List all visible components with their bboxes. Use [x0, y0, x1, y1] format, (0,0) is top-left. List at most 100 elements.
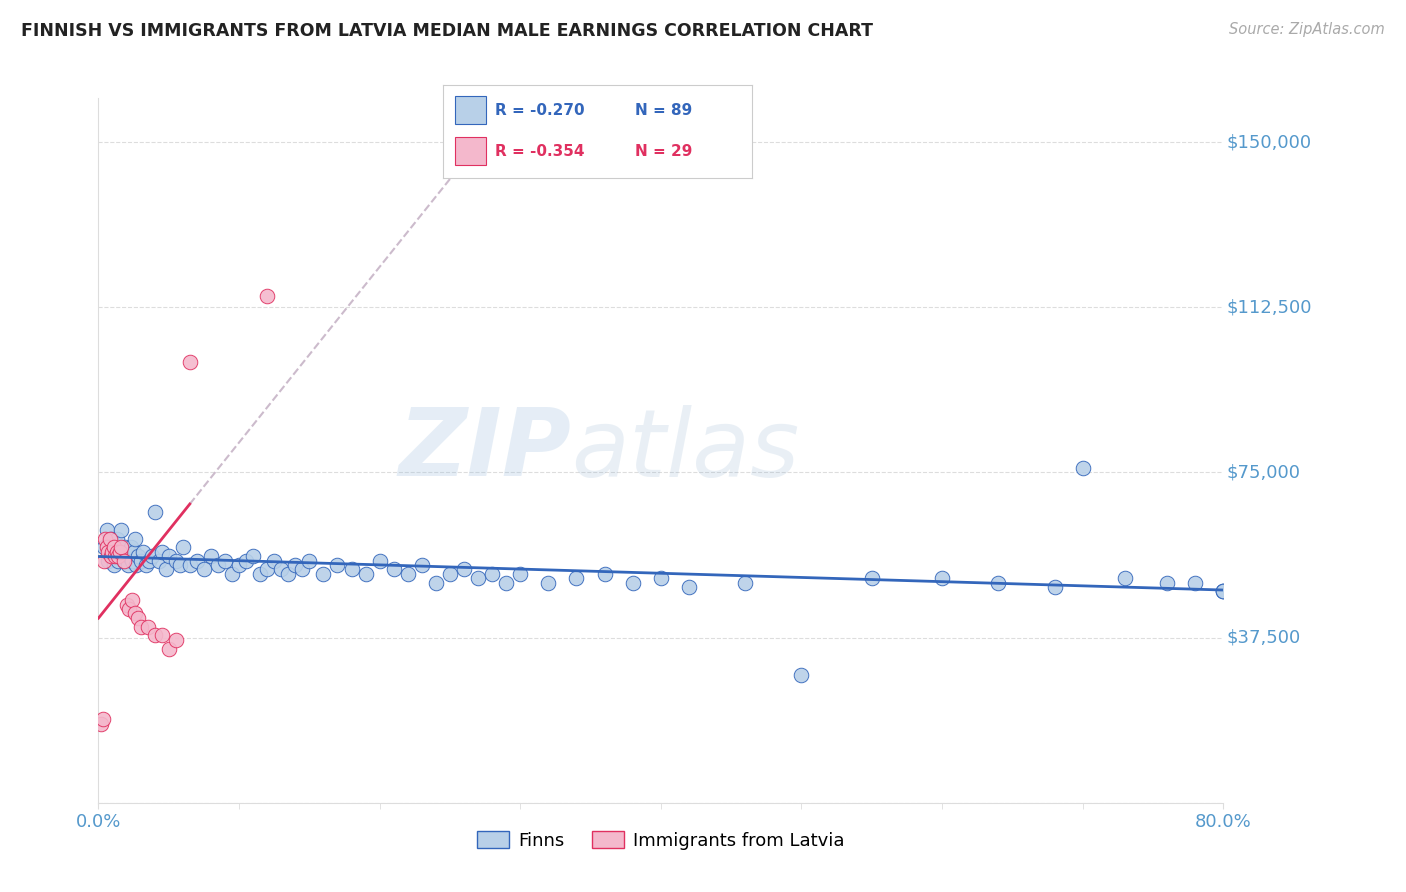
Point — [179, 355, 201, 369]
Point — [425, 575, 447, 590]
Text: $75,000: $75,000 — [1226, 464, 1301, 482]
Point — [312, 566, 335, 581]
Point — [354, 566, 377, 581]
Text: $150,000: $150,000 — [1226, 133, 1312, 151]
Point — [396, 566, 419, 581]
Point — [270, 562, 292, 576]
Point — [453, 562, 475, 576]
Text: N = 29: N = 29 — [634, 144, 692, 159]
Point — [931, 571, 953, 585]
Point — [108, 549, 131, 564]
Point — [221, 566, 243, 581]
Point — [98, 532, 121, 546]
Point — [107, 553, 129, 567]
Point — [340, 562, 363, 576]
Point — [97, 553, 120, 567]
Point — [1114, 571, 1136, 585]
Point — [148, 553, 170, 567]
Point — [105, 545, 128, 559]
Point — [1184, 575, 1206, 590]
Point — [1071, 461, 1094, 475]
Point — [734, 575, 756, 590]
Point — [207, 558, 229, 572]
Point — [621, 575, 644, 590]
Point — [1043, 580, 1066, 594]
Point — [1212, 584, 1234, 599]
Point — [136, 619, 159, 633]
Point — [93, 553, 115, 567]
Point — [129, 553, 152, 567]
Point — [256, 562, 278, 576]
Point — [1212, 584, 1234, 599]
Point — [235, 553, 257, 567]
Point — [790, 668, 813, 682]
Point — [135, 558, 157, 572]
Point — [284, 558, 307, 572]
Point — [117, 558, 139, 572]
Point — [114, 541, 136, 555]
Point — [249, 566, 271, 581]
Point — [509, 566, 531, 581]
Point — [157, 641, 180, 656]
Bar — [456, 137, 486, 165]
Point — [150, 545, 173, 559]
Point — [326, 558, 349, 572]
Text: R = -0.270: R = -0.270 — [495, 103, 585, 118]
Point — [411, 558, 433, 572]
Point — [298, 553, 321, 567]
Point — [242, 549, 264, 564]
Point — [179, 558, 201, 572]
Point — [143, 628, 166, 642]
Point — [291, 562, 314, 576]
Point — [263, 553, 285, 567]
Text: $112,500: $112,500 — [1226, 298, 1312, 317]
Text: atlas: atlas — [571, 405, 799, 496]
Point — [987, 575, 1010, 590]
Text: R = -0.354: R = -0.354 — [495, 144, 585, 159]
Point — [110, 541, 132, 555]
Point — [200, 549, 222, 564]
Point — [108, 545, 131, 559]
Point — [277, 566, 299, 581]
Point — [155, 562, 177, 576]
Point — [97, 545, 120, 559]
Point — [96, 523, 118, 537]
Point — [100, 549, 122, 564]
Bar — [456, 96, 486, 124]
Point — [104, 549, 127, 564]
Point — [228, 558, 250, 572]
Point — [90, 716, 112, 731]
Point — [121, 553, 143, 567]
Point — [125, 558, 148, 572]
Point — [105, 532, 128, 546]
Point — [172, 541, 194, 555]
Point — [860, 571, 883, 585]
Point — [104, 545, 127, 559]
Point — [382, 562, 405, 576]
Point — [132, 545, 155, 559]
Point — [118, 549, 141, 564]
Point — [368, 553, 391, 567]
Point — [165, 632, 187, 647]
Point — [93, 541, 115, 555]
Point — [100, 532, 122, 546]
Point — [157, 549, 180, 564]
Point — [101, 541, 124, 555]
Point — [593, 566, 616, 581]
Point — [103, 558, 125, 572]
Point — [467, 571, 489, 585]
Point — [1156, 575, 1178, 590]
Point — [94, 532, 117, 546]
Point — [110, 523, 132, 537]
Point — [143, 505, 166, 519]
Point — [124, 607, 146, 621]
Text: $37,500: $37,500 — [1226, 629, 1301, 647]
Point — [122, 545, 145, 559]
Point — [115, 545, 138, 559]
Legend: Finns, Immigrants from Latvia: Finns, Immigrants from Latvia — [470, 824, 852, 857]
Point — [150, 628, 173, 642]
Point — [127, 611, 149, 625]
Point — [124, 532, 146, 546]
Point — [678, 580, 700, 594]
Text: N = 89: N = 89 — [634, 103, 692, 118]
